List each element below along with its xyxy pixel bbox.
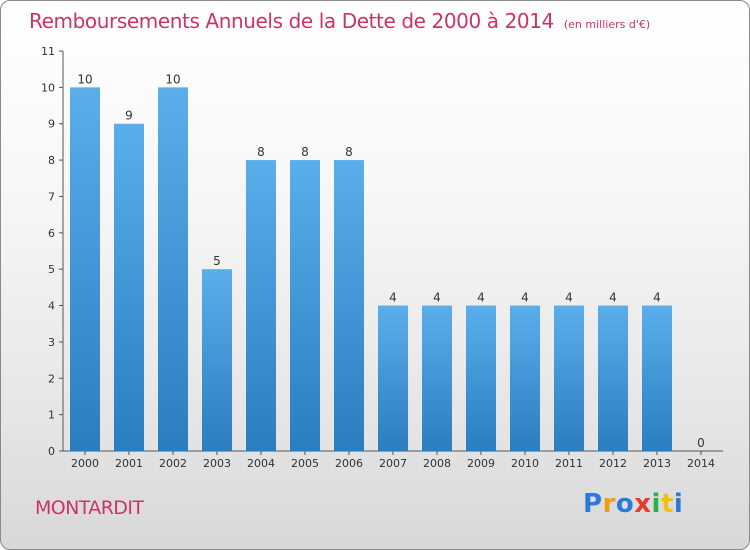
bar — [378, 305, 408, 451]
x-tick-label: 2010 — [511, 457, 539, 470]
x-tick-label: 2006 — [335, 457, 363, 470]
data-label: 5 — [213, 254, 221, 268]
y-tick-label: 9 — [48, 118, 55, 131]
data-label: 8 — [301, 145, 309, 159]
y-tick-label: 2 — [48, 372, 55, 385]
y-tick-label: 10 — [41, 81, 55, 94]
data-label: 9 — [125, 109, 133, 123]
proxiti-logo: Proxiti — [583, 489, 683, 519]
bar — [158, 87, 188, 451]
bar — [114, 123, 144, 452]
bar — [510, 305, 540, 451]
data-label: 4 — [609, 291, 617, 305]
bar — [290, 160, 320, 451]
y-tick-label: 6 — [48, 227, 55, 240]
chart-title-text: Remboursements Annuels de la Dette de 20… — [29, 9, 554, 33]
x-tick-label: 2011 — [555, 457, 583, 470]
data-label: 4 — [653, 291, 661, 305]
logo-letter: x — [634, 489, 652, 519]
x-tick-label: 2013 — [643, 457, 671, 470]
x-tick-label: 2005 — [291, 457, 319, 470]
x-tick-label: 2014 — [687, 457, 715, 470]
data-label: 8 — [257, 145, 265, 159]
logo-letter: i — [673, 489, 684, 519]
logo-letter: o — [615, 489, 635, 519]
x-tick-label: 2004 — [247, 457, 275, 470]
y-tick-label: 4 — [48, 300, 55, 313]
y-tick-label: 8 — [48, 154, 55, 167]
bar — [466, 305, 496, 451]
bar — [422, 305, 452, 451]
data-label: 4 — [521, 291, 529, 305]
data-label: 4 — [389, 291, 397, 305]
x-tick-label: 2003 — [203, 457, 231, 470]
x-tick-label: 2008 — [423, 457, 451, 470]
commune-name: MONTARDIT — [35, 497, 144, 519]
data-label: 10 — [165, 72, 180, 86]
data-label: 10 — [77, 72, 92, 86]
x-tick-label: 2009 — [467, 457, 495, 470]
y-tick-label: 0 — [48, 445, 55, 458]
data-label: 8 — [345, 145, 353, 159]
bar — [598, 305, 628, 451]
bar — [334, 160, 364, 451]
logo-letter: r — [602, 489, 616, 519]
x-tick-label: 2000 — [71, 457, 99, 470]
x-tick-label: 2012 — [599, 457, 627, 470]
y-tick-label: 3 — [48, 336, 55, 349]
logo-letter: P — [583, 489, 603, 519]
bar — [246, 160, 276, 451]
data-label: 4 — [477, 291, 485, 305]
x-tick-label: 2002 — [159, 457, 187, 470]
y-tick-label: 1 — [48, 409, 55, 422]
data-label: 4 — [433, 291, 441, 305]
chart-subtitle: (en milliers d'€) — [563, 18, 651, 31]
bar — [554, 305, 584, 451]
logo-letter: i — [651, 489, 661, 519]
bar — [642, 305, 672, 451]
y-tick-label: 11 — [41, 45, 55, 58]
bar — [70, 87, 100, 451]
y-tick-label: 7 — [48, 190, 55, 203]
chart-title: Remboursements Annuels de la Dette de 20… — [29, 9, 650, 33]
bar — [202, 269, 232, 451]
logo-letter: t — [660, 489, 674, 519]
data-label: 0 — [697, 436, 705, 450]
x-tick-label: 2007 — [379, 457, 407, 470]
y-tick-label: 5 — [48, 263, 55, 276]
x-tick-label: 2001 — [115, 457, 143, 470]
data-label: 4 — [565, 291, 573, 305]
